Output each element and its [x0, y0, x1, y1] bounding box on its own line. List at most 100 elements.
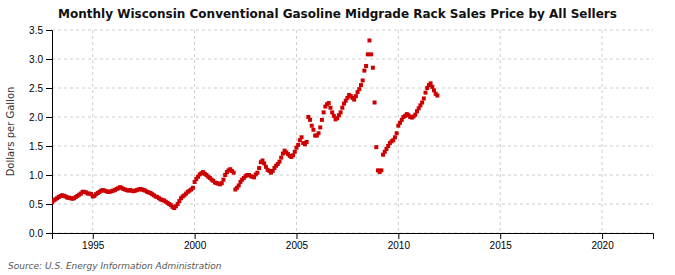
y-axis-title: Dollars per Gallon [5, 87, 16, 177]
point [393, 135, 397, 139]
point [332, 114, 336, 118]
y-axis-tick-label: 2.5 [29, 83, 43, 94]
point [395, 131, 399, 135]
x-axis-tick-label: 2020 [591, 240, 614, 251]
title: Monthly Wisconsin Conventional Gasoline … [58, 7, 617, 21]
x-axis-tick-mark [195, 233, 196, 239]
grid-line-x [500, 30, 501, 233]
point [430, 85, 434, 89]
y-axis-tick-label: 2.0 [29, 112, 43, 123]
y-axis-tick-mark [46, 146, 52, 147]
point [359, 83, 363, 87]
point [327, 101, 331, 105]
grid-line-y [52, 204, 653, 205]
grid-line-y [52, 175, 653, 176]
point [357, 87, 361, 91]
y-axis-tick-label: 0.0 [29, 228, 43, 239]
point [432, 88, 436, 92]
point [374, 145, 378, 149]
point [371, 66, 375, 70]
y-axis-tick-label: 0.5 [29, 199, 43, 210]
source-note: Source: U.S. Energy Information Administ… [8, 261, 222, 271]
point [369, 52, 373, 56]
point [305, 140, 309, 144]
grid-line-y [52, 88, 653, 89]
point [221, 178, 225, 182]
point [257, 166, 261, 170]
point [318, 125, 322, 129]
point [293, 150, 297, 154]
y-axis: 0.0 0.5 1.0 1.5 2.0 2.5 3.0 3.5 [29, 25, 52, 239]
x-axis-tick-mark [602, 233, 603, 239]
point [339, 110, 343, 114]
y-axis-tick: 3.0 [29, 54, 52, 65]
point [340, 106, 344, 110]
point [191, 186, 195, 190]
point [420, 101, 424, 105]
point [422, 96, 426, 100]
x-axis: 1995 2000 2005 2010 2015 2020 [53, 233, 654, 251]
x-axis-tick: 2005 [286, 233, 309, 251]
grid-line-x [194, 30, 195, 233]
point [367, 38, 371, 42]
x-axis-line [53, 234, 654, 240]
x-axis-tick-mark [93, 233, 94, 239]
point [262, 161, 266, 165]
x-axis-tick-label: 2000 [184, 240, 207, 251]
y-axis-tick: 3.5 [29, 25, 52, 36]
point [364, 64, 368, 68]
y-axis-tick-mark [46, 88, 52, 89]
y-axis-tick-label: 1.0 [29, 170, 43, 181]
y-axis-tick: 1.5 [29, 141, 52, 152]
point [322, 110, 326, 114]
point [279, 156, 283, 160]
grid-line-y [52, 117, 653, 118]
point [361, 78, 365, 82]
point [435, 94, 439, 98]
point [237, 183, 241, 187]
point [320, 118, 324, 122]
grid-line-y [52, 146, 653, 147]
grid-line-x [296, 30, 297, 233]
y-axis-tick: 0.0 [29, 228, 52, 239]
x-axis-tick: 1995 [82, 233, 105, 251]
grid-line-x [92, 30, 93, 233]
y-axis-tick-mark [46, 59, 52, 60]
y-axis-tick: 2.0 [29, 112, 52, 123]
point [232, 171, 236, 175]
y-axis-tick-mark [46, 204, 52, 205]
marks [52, 38, 439, 210]
x-axis-tick: 2010 [388, 233, 411, 251]
x-axis-tick: 2000 [184, 233, 207, 251]
y-axis-tick: 2.5 [29, 83, 52, 94]
x-axis-tick-label: 2005 [286, 240, 309, 251]
point [291, 153, 295, 157]
y-axis-tick-mark [46, 30, 52, 31]
point [255, 171, 259, 175]
point [366, 52, 370, 56]
grid-line-x [602, 30, 603, 233]
x-axis-tick-mark [500, 233, 501, 239]
x-axis-tick-mark [398, 233, 399, 239]
x-axis-tick-label: 2010 [388, 240, 411, 251]
point [308, 118, 312, 122]
y-axis-tick-label: 3.0 [29, 54, 43, 65]
point [379, 168, 383, 172]
point [310, 124, 314, 128]
point [429, 81, 433, 85]
x-axis-tick-mark [296, 233, 297, 239]
x-axis-tick-label: 1995 [82, 240, 105, 251]
y-axis-tick-label: 1.5 [29, 141, 43, 152]
grid [52, 30, 653, 233]
point [278, 160, 282, 164]
point [373, 101, 377, 105]
x-axis-tick-label: 2015 [490, 240, 513, 251]
point [220, 181, 224, 185]
chart-svg: 1995 2000 2005 2010 2015 2020 0.0 0.5 1.0 1.5 2.0 2… [0, 0, 675, 275]
point [354, 94, 358, 98]
x-axis-tick: 2020 [591, 233, 614, 251]
grid-line-y [52, 59, 653, 60]
y-axis-tick-mark [46, 175, 52, 176]
plot-area: 1995 2000 2005 2010 2015 2020 0.0 0.5 1.0 1.5 2.0 2… [29, 25, 653, 251]
y-axis-tick: 0.5 [29, 199, 52, 210]
